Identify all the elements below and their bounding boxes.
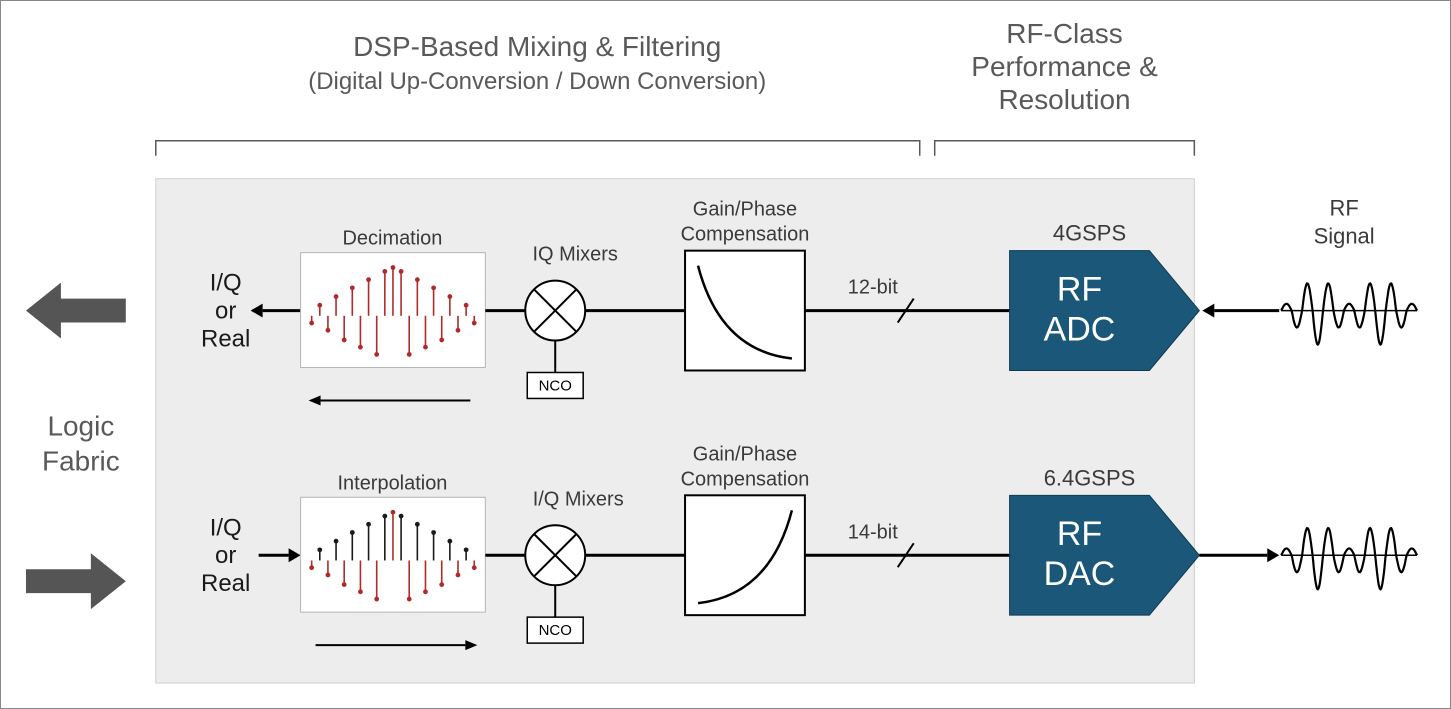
logic-arrow-right-icon — [26, 553, 126, 609]
iq-label-bot-1: I/Q — [210, 514, 242, 541]
rf-bracket — [935, 141, 1195, 156]
rf-header-line1: RF-Class — [1006, 18, 1122, 49]
rf-adc-line1: RF — [1057, 271, 1102, 309]
diagram-canvas: DSP-Based Mixing & Filtering (Digital Up… — [1, 1, 1450, 709]
comp-top-line1: Gain/Phase — [693, 199, 797, 221]
iq-label-bot-2: or — [215, 542, 236, 569]
comp-bot-line2: Compensation — [681, 468, 810, 490]
comp-top-line2: Compensation — [681, 224, 810, 246]
rf-signal-top-icon — [1281, 283, 1417, 344]
gain-phase-comp-bot: Gain/Phase Compensation — [681, 443, 810, 615]
rf-dac-line1: RF — [1057, 515, 1102, 553]
gain-phase-comp-top: Gain/Phase Compensation — [681, 199, 810, 371]
iq-label-top-1: I/Q — [210, 270, 242, 297]
logic-fabric-line2: Fabric — [42, 445, 120, 476]
iq-label-bot-3: Real — [201, 570, 250, 597]
interpolation-label: Interpolation — [338, 472, 448, 494]
iq-mixers-bot-label: I/Q Mixers — [533, 488, 624, 510]
adc-rate-label: 4GSPS — [1053, 221, 1126, 246]
rf-header-line2: Performance & — [971, 51, 1158, 82]
rf-adc-line2: ADC — [1044, 311, 1116, 349]
rf-signal-bot-icon — [1281, 528, 1417, 589]
dac-rate-label: 6.4GSPS — [1044, 465, 1136, 490]
dsp-bracket — [156, 141, 920, 156]
nco-top-label: NCO — [539, 377, 572, 394]
iq-mixers-top-label: IQ Mixers — [532, 244, 617, 266]
rf-dac-line2: DAC — [1044, 555, 1116, 593]
rf-header-line3: Resolution — [998, 84, 1130, 115]
rf-signal-line2: Signal — [1314, 224, 1375, 249]
comp-bot-line1: Gain/Phase — [693, 443, 797, 465]
adc-bits-label: 12-bit — [848, 277, 898, 299]
dac-output-arrowhead — [1267, 548, 1279, 562]
adc-input-arrowhead — [1202, 304, 1214, 318]
iq-label-top-2: or — [215, 298, 236, 325]
dsp-header-line2: (Digital Up-Conversion / Down Conversion… — [308, 68, 766, 95]
nco-bot-label: NCO — [539, 622, 572, 639]
dac-bits-label: 14-bit — [848, 521, 898, 543]
logic-fabric-line1: Logic — [47, 410, 114, 441]
rf-signal-line1: RF — [1329, 196, 1358, 221]
decimation-label: Decimation — [343, 228, 443, 250]
logic-arrow-left-icon — [26, 283, 126, 339]
dsp-header-line1: DSP-Based Mixing & Filtering — [353, 31, 721, 62]
iq-label-top-3: Real — [201, 326, 250, 353]
